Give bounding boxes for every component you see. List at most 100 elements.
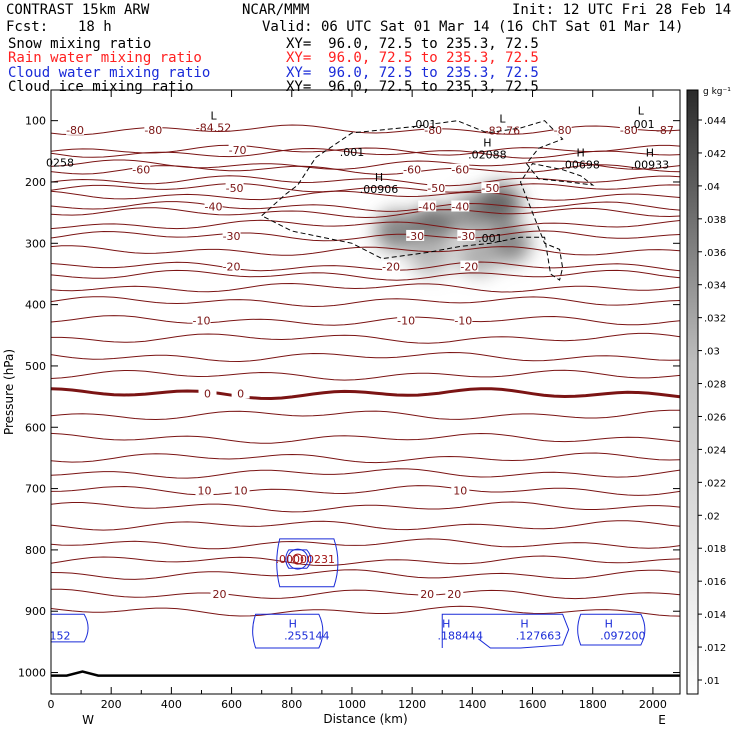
isotherm-label-bg [418,588,437,600]
colorbar-label: .034 [704,281,726,292]
axes-layer: 0 200 400 600 800 1000 1200 1400 1600 1800 2000100… [2,89,681,727]
isotherm-label: -20 [382,261,400,274]
isotherm-line [51,219,680,231]
x-tick-label: 1000 [338,698,366,711]
isotherm-label: -10 [397,315,415,328]
colorbar-unit: g kg⁻¹ [703,87,731,97]
isotherm-line [51,555,680,567]
isotherm-label: -30 [406,230,424,243]
cloud-water-contour [276,538,339,588]
isotherm-line [51,520,680,531]
extremum-value: -84.52 [196,122,231,135]
isotherm-label: 20 [213,588,227,601]
extremum-marker: L [210,110,217,123]
x-tick-label: 1400 [458,698,486,711]
cloud-water-value: .255144 [284,630,330,643]
isotherm-label-bg [222,229,241,241]
cloud-ice-contour [261,120,595,281]
isotherm-label: -10 [192,315,210,328]
init-time: Init: 12 UTC Fri 28 Feb 14 [512,2,732,18]
isotherm-label: -20 [223,261,241,274]
isotherm-label-bg [406,229,425,241]
y-tick-label: 700 [25,483,46,496]
y-tick-label: 1000 [18,667,46,680]
isotherm-label-bg [210,588,229,600]
colorbar-label: .02 [704,511,720,522]
isotherm-line [51,605,680,617]
isotherm-line [51,159,680,170]
isotherm-line [51,269,680,281]
cloud-water-contour [287,548,309,570]
colorbar-label: .022 [704,478,726,489]
isotherm-label-bg [451,484,470,496]
isotherm-label: 10 [453,484,467,497]
isotherm-label-bg [198,387,217,399]
x-tick-label: 1800 [579,698,607,711]
isotherm-line [51,332,680,344]
y-tick-label: 200 [25,176,46,189]
isotherm-label-bg [418,200,437,212]
cloud-water-contour [51,613,89,643]
cloud-water-contour [441,613,570,649]
colorbar-label: .028 [704,380,726,391]
isotherm-label-bg [204,200,223,212]
isotherm-label-bg [397,314,416,326]
x-tick-label: 1200 [398,698,426,711]
isotherm-label: -70 [229,144,247,157]
y-axis-label: Pressure (hPa) [2,349,16,435]
forecast-hour: 18 h [78,19,112,35]
contour-label-layer: -80 -80 -80 -80 -80-70-60 -60 -60-50 -50 -50-40-… [46,105,674,643]
isotherm-label: -40 [451,201,469,214]
isotherm-line [51,182,680,193]
colorbar-label: .016 [704,577,726,588]
cloud-water-value: .097200 [600,630,646,643]
cloud-ice-label: .001 [478,232,503,245]
isotherm-line [51,501,680,513]
isotherm-line [51,282,680,293]
isotherm-label: 10 [234,484,248,497]
isotherm-label: -80 [144,124,162,137]
isotherm-label-bg [144,123,163,135]
y-tick-label: 800 [25,544,46,557]
colorbar-label: .032 [704,314,726,325]
colorbar-label: .044 [704,116,726,127]
isotherm-line [51,432,680,444]
field-snow-name: Snow mixing ratio [8,36,152,52]
west-direction-label: W [82,713,94,727]
colorbar-label: .038 [704,215,726,226]
isotherm-label: -60 [403,164,421,177]
cloud-water-value: .127663 [516,630,562,643]
isotherm-line [51,201,680,212]
rain-water-contour [292,553,304,565]
cloud-ice-contour-layer [261,120,595,281]
isotherm-label: 10 [197,484,211,497]
cloud-water-marker: H [605,618,613,631]
colorbar-label: .04 [704,182,720,193]
x-tick-label: 800 [281,698,302,711]
colorbar-label: .01 [704,676,720,687]
isotherm-label-bg [382,260,401,272]
isotherm-label: -10 [454,315,472,328]
cloud-water-marker: H [442,618,450,631]
x-tick-label: 400 [161,698,182,711]
isotherm-label: -50 [226,182,244,195]
isotherm-label: -40 [205,201,223,214]
isotherm-line [51,144,680,156]
colorbar-label: .024 [704,445,726,456]
isotherm-line [51,245,680,256]
field-rain-xy: XY= 96.0, 72.5 to 235.3, 72.5 [286,50,539,66]
isotherm-label-bg [481,182,500,194]
cloud-ice-label: .001 [630,118,655,131]
colorbar-label: .014 [704,610,726,621]
cloud-ice-label: .001 [340,146,365,159]
colorbar-label: .042 [704,149,726,160]
isotherm-line [51,147,680,159]
extremum-value: -82.76 [485,125,520,138]
isotherm-label-bg [231,387,250,399]
x-tick-label: 200 [101,698,122,711]
isotherm-line [51,485,680,496]
extremum-value: .00698 [561,158,600,171]
isotherm-label: -60 [451,164,469,177]
isotherm-line [51,296,680,308]
extremum-value: .00933 [631,158,670,171]
